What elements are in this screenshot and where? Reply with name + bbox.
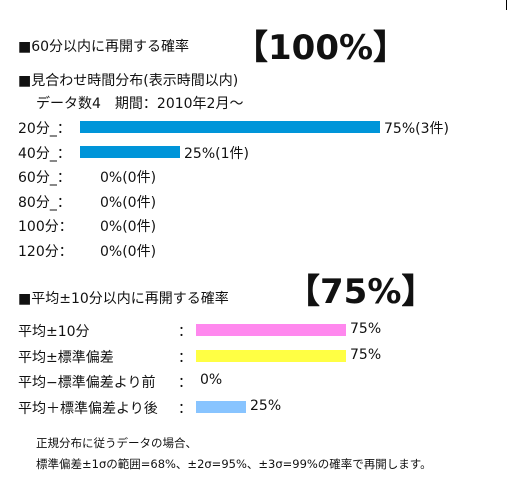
data-summary: データ数4 期間：2010年2月〜 (36, 96, 244, 112)
average-label: 平均±10分 (18, 324, 90, 340)
section3-header: ■平均±10分以内に再開する確率 (18, 291, 229, 307)
average-colon: ： (178, 349, 192, 366)
average-label: 平均±標準偏差 (18, 349, 114, 366)
average-colon: ： (178, 375, 192, 391)
section3-percentage: 【75%】 (286, 272, 436, 312)
average-value: 25% (250, 397, 282, 414)
average-bar (196, 400, 246, 413)
distribution-value: 25%(1件) (184, 145, 249, 162)
average-label: 平均−標準偏差より前 (18, 375, 156, 391)
distribution-value: 0%(0件) (100, 243, 157, 260)
note-line-1: 正規分布に従うデータの場合、 (36, 436, 197, 450)
distribution-value: 0%(0件) (100, 194, 157, 211)
section1-header: ■60分以内に再開する確率 (18, 39, 190, 55)
average-label: 平均＋標準偏差より後 (18, 400, 158, 417)
note-line-2: 標準偏差±1σの範囲=68%、±2σ=95%、±3σ=99%の確率で再開します。 (36, 457, 432, 471)
average-value: 75% (350, 321, 382, 337)
average-colon: ： (178, 400, 192, 417)
distribution-label: 100分： (18, 219, 73, 235)
distribution-label: 40分_： (18, 145, 71, 162)
average-value: 0% (200, 372, 223, 388)
average-bar (196, 349, 346, 362)
distribution-bar (80, 121, 380, 133)
distribution-label: 80分_： (18, 194, 71, 211)
section1-percentage: 【100%】 (234, 28, 408, 68)
average-colon: ： (178, 324, 192, 340)
average-bar (196, 324, 346, 336)
distribution-label: 60分_： (18, 170, 71, 186)
distribution-value: 0%(0件) (100, 170, 157, 186)
section2-header: ■見合わせ時間分布(表示時間以内) (18, 73, 239, 89)
distribution-value: 75%(3件) (384, 121, 449, 137)
average-value: 75% (350, 346, 382, 363)
distribution-label: 20分_： (18, 121, 71, 137)
distribution-label: 120分： (18, 243, 73, 260)
distribution-value: 0%(0件) (100, 219, 157, 235)
distribution-bar (80, 145, 180, 158)
